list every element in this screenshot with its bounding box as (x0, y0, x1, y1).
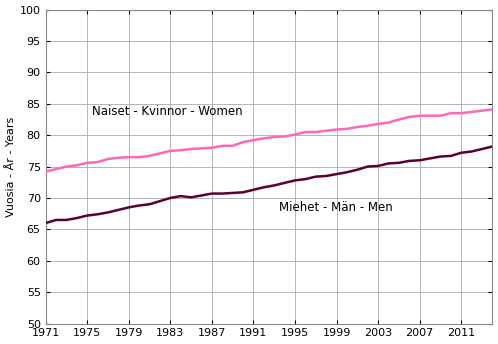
Text: Miehet - Män - Men: Miehet - Män - Men (279, 201, 393, 214)
Text: Naiset - Kvinnor - Women: Naiset - Kvinnor - Women (92, 105, 243, 118)
Y-axis label: Vuosia - År - Years: Vuosia - År - Years (5, 117, 15, 217)
